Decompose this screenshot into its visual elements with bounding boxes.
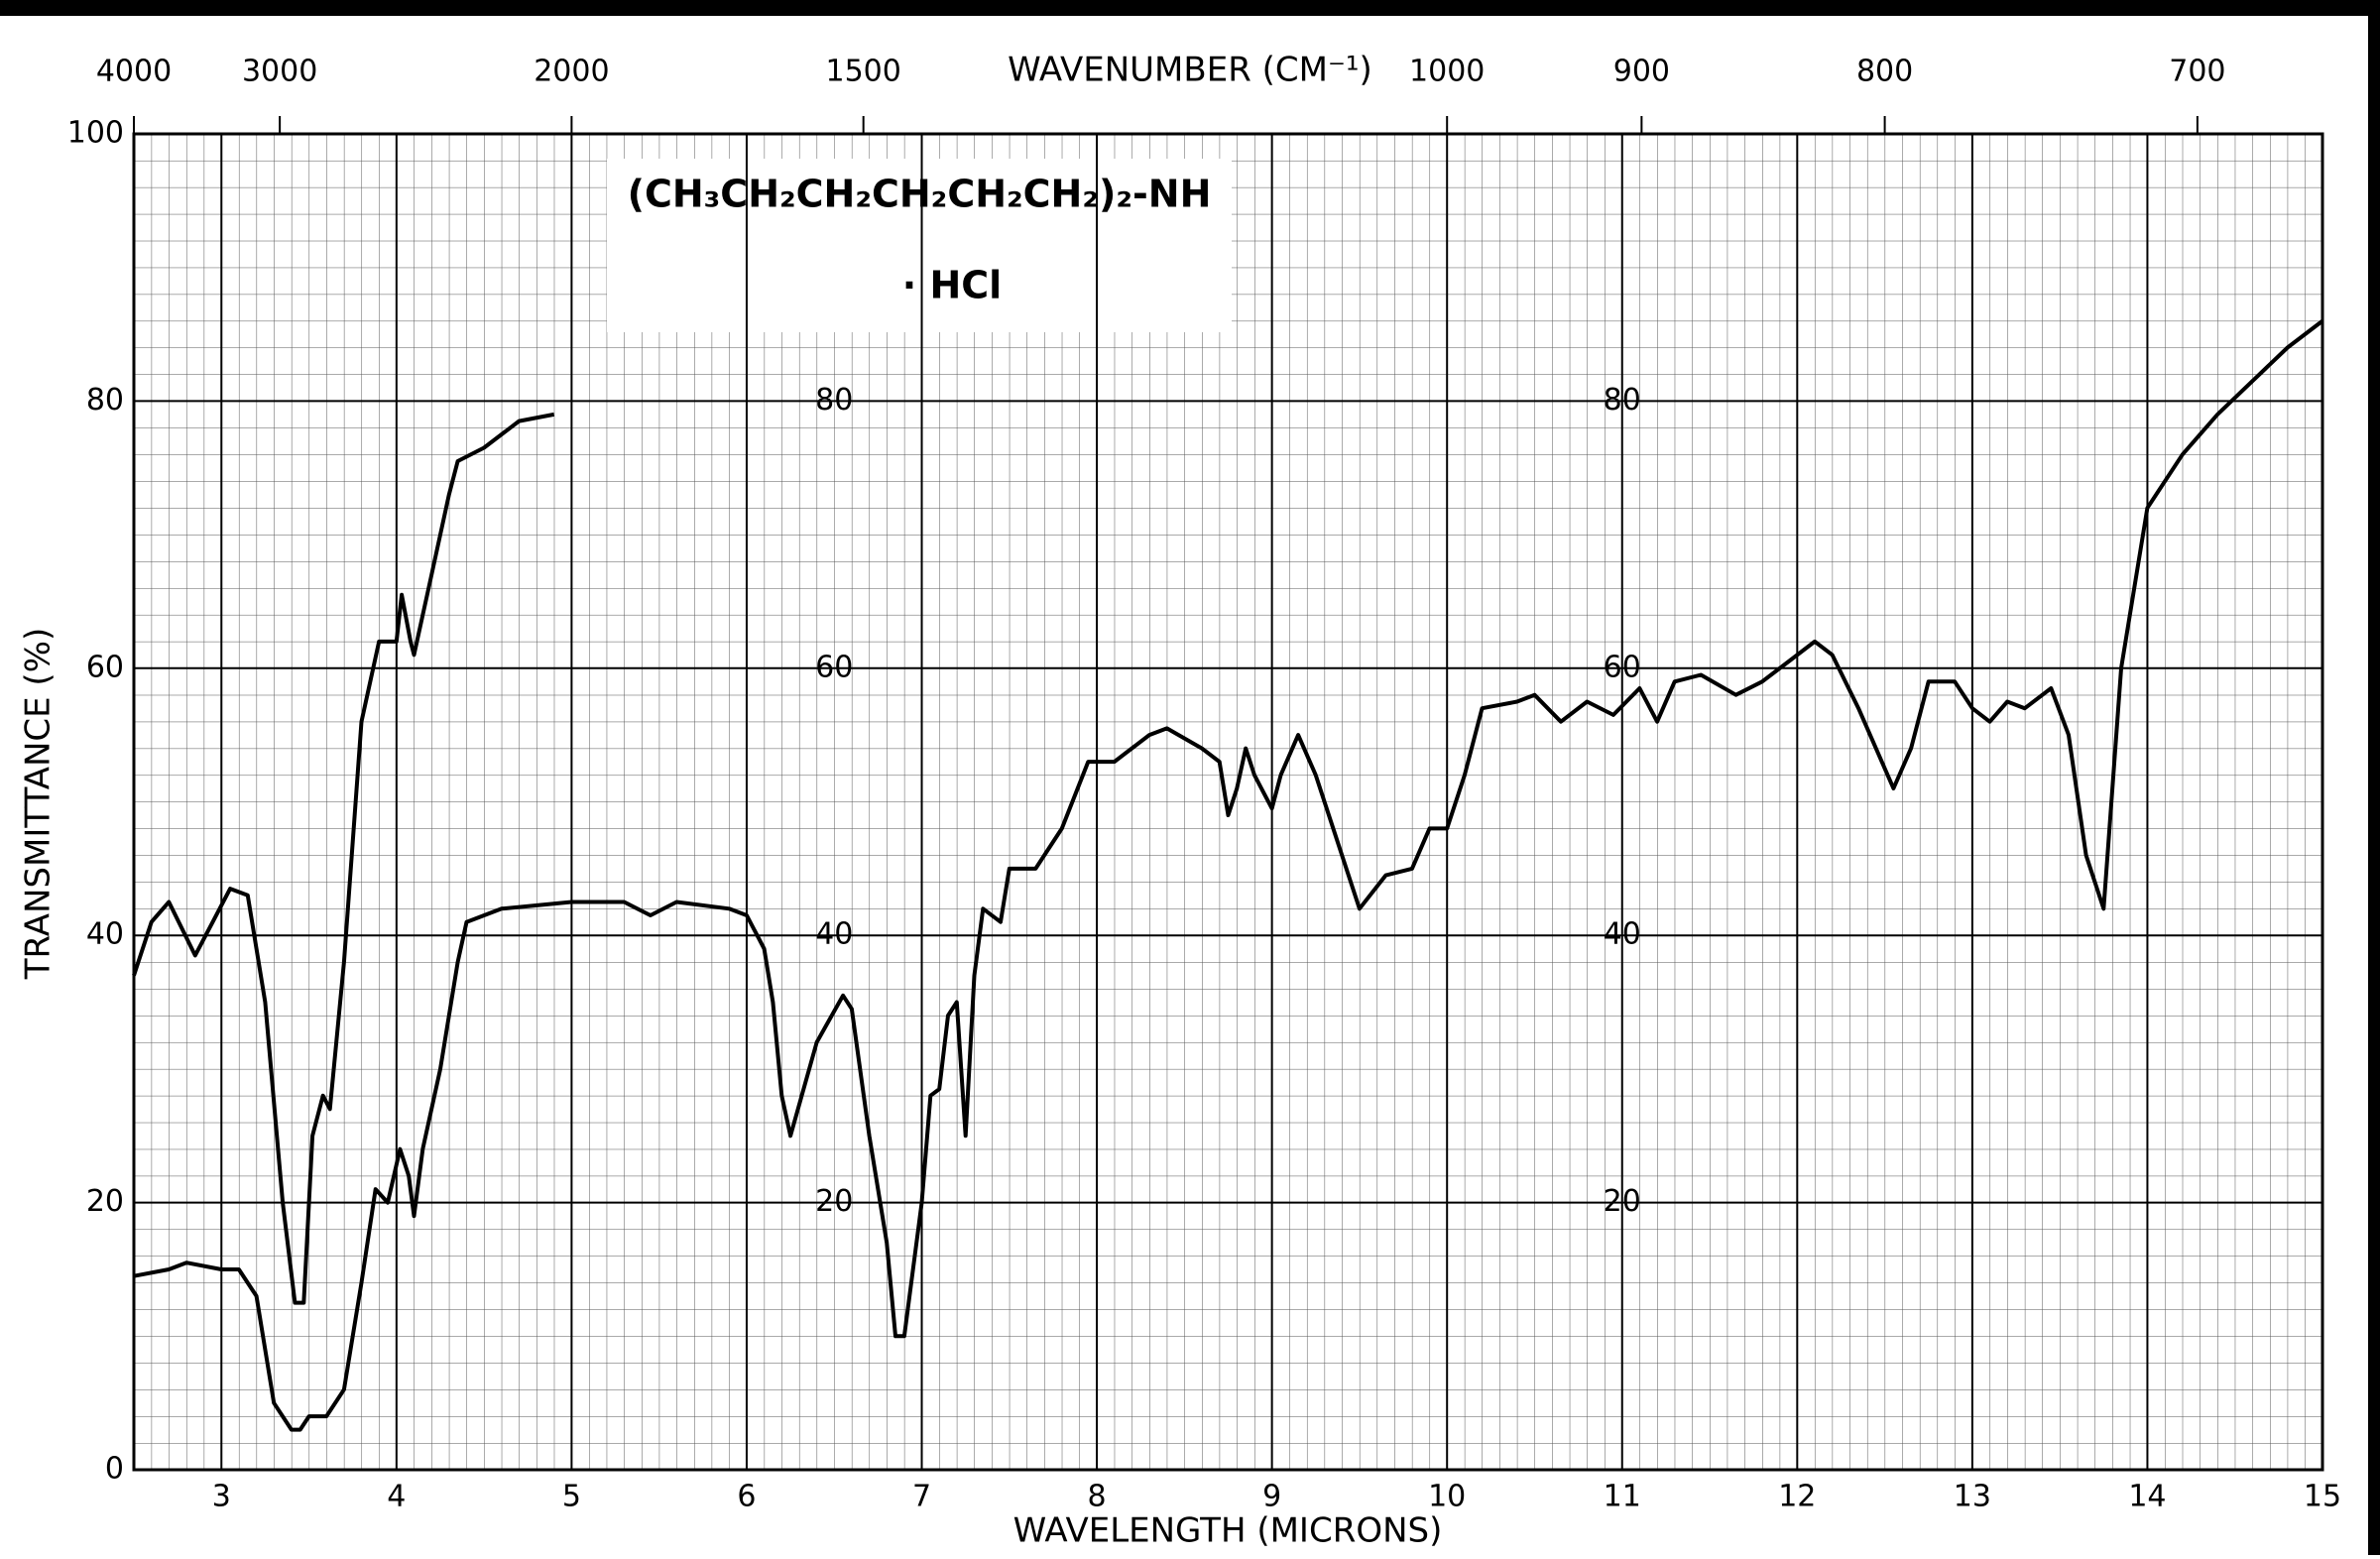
- top-tick-label: 4000: [96, 55, 172, 89]
- x-tick-label: 7: [912, 1480, 931, 1514]
- y-tick-label: 100: [67, 116, 124, 151]
- compound-salt: · HCl: [902, 264, 1002, 307]
- x-tick-label: 15: [2304, 1480, 2341, 1514]
- x-tick-label: 10: [1428, 1480, 1466, 1514]
- x-tick-label: 12: [1778, 1480, 1816, 1514]
- inner-scale-label: 20: [815, 1184, 853, 1219]
- label-box: [607, 159, 1232, 332]
- top-axis-label: WAVENUMBER (CM⁻¹): [1008, 51, 1372, 90]
- y-tick-label: 20: [86, 1184, 124, 1219]
- spectrum-trace: [132, 412, 555, 1305]
- x-tick-label: 6: [737, 1480, 756, 1514]
- top-tick-label: 1000: [1409, 55, 1485, 89]
- scan-border: [2368, 0, 2380, 1555]
- inner-scale-label: 40: [1604, 917, 1641, 952]
- x-axis-label: WAVELENGTH (MICRONS): [1013, 1511, 1443, 1551]
- y-tick-label: 80: [86, 383, 124, 418]
- y-tick-label: 0: [105, 1452, 124, 1487]
- x-tick-label: 9: [1262, 1480, 1281, 1514]
- x-tick-label: 8: [1088, 1480, 1107, 1514]
- x-tick-label: 3: [212, 1480, 231, 1514]
- top-tick-label: 3000: [242, 55, 317, 89]
- inner-scale-label: 80: [1604, 383, 1641, 418]
- inner-scale-label: 20: [1604, 1184, 1641, 1219]
- minor-grid: [134, 134, 2322, 1470]
- y-tick-label: 60: [86, 650, 124, 684]
- inner-scale-label: 40: [815, 917, 853, 952]
- spectrum-trace: [133, 319, 2324, 1432]
- x-tick-label: 13: [1954, 1480, 1991, 1514]
- scan-border: [0, 0, 2380, 16]
- inner-scale-label: 80: [815, 383, 853, 418]
- top-tick-label: 2000: [534, 55, 609, 89]
- x-tick-label: 4: [387, 1480, 406, 1514]
- top-tick-label: 700: [2169, 55, 2225, 89]
- plot-frame: [132, 132, 2324, 1472]
- x-tick-label: 5: [562, 1480, 581, 1514]
- x-tick-label: 11: [1604, 1480, 1641, 1514]
- y-tick-label: 40: [86, 917, 124, 952]
- compound: (CH₃CH₂CH₂CH₂CH₂CH₂)₂-NH: [628, 173, 1212, 216]
- top-tick-label: 800: [1856, 55, 1913, 89]
- top-tick-label: 1500: [825, 55, 900, 89]
- y-axis-label: TRANSMITTANCE (%): [19, 628, 59, 981]
- inner-scale-label: 60: [1604, 650, 1641, 684]
- top-tick-label: 900: [1613, 55, 1670, 89]
- x-tick-label: 14: [2128, 1480, 2166, 1514]
- inner-scale-label: 60: [815, 650, 853, 684]
